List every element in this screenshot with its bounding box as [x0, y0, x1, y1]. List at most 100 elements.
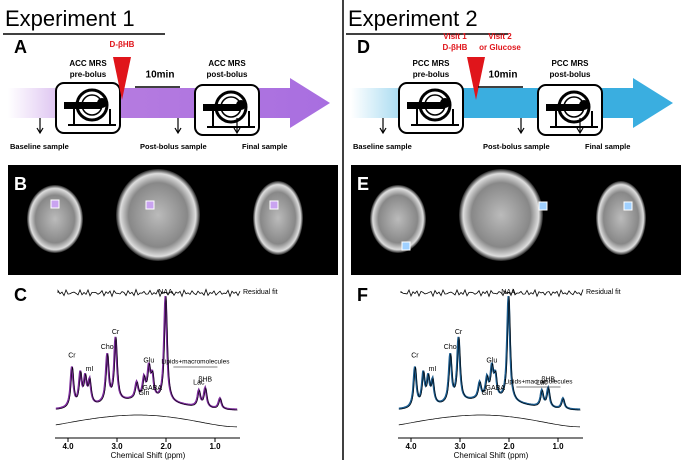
panel-label: F	[357, 285, 368, 305]
residual-trace	[57, 288, 241, 298]
spectrum-data	[399, 296, 581, 411]
peak-label: Glu	[143, 357, 154, 364]
x-axis-label: Chemical Shift (ppm)	[454, 451, 529, 460]
panel-label: C	[14, 285, 27, 305]
panel-label: B	[14, 174, 27, 194]
lipids-label: Lipids+macromolecules	[161, 359, 230, 366]
interval-label: 10min	[146, 70, 175, 81]
peak-label: Lac	[193, 379, 205, 386]
lipids-label: Lipids+macromolecules	[504, 379, 573, 386]
brain-image	[27, 185, 83, 253]
brain-image	[596, 181, 646, 255]
x-tick-label: 4.0	[62, 442, 74, 451]
x-tick-label: 1.0	[552, 442, 564, 451]
scanner-head	[440, 98, 450, 108]
brain-image	[459, 169, 543, 261]
sample-arrow	[517, 118, 525, 135]
residual-label: Residual fit	[243, 289, 278, 296]
panel-label: A	[14, 37, 27, 57]
peak-label: Cr	[455, 329, 463, 336]
scanner-head	[579, 100, 589, 110]
scan-label: pre-bolus	[70, 70, 107, 79]
voxel	[401, 241, 411, 251]
sample-arrow	[36, 118, 44, 135]
residual-label: Residual fit	[586, 289, 621, 296]
voxel	[50, 199, 60, 209]
peak-label: Cho	[444, 344, 457, 351]
scan-label: post-bolus	[207, 70, 248, 79]
scanner-stand	[207, 111, 255, 128]
sample-label: Baseline sample	[353, 142, 412, 151]
peak-label: βHB	[198, 376, 212, 383]
peak-label: Gln	[481, 390, 492, 397]
panel-label: D	[357, 37, 370, 57]
panel-label: E	[357, 174, 369, 194]
residual-trace	[400, 288, 584, 298]
voxel	[538, 201, 548, 211]
peak-label: GABA	[143, 385, 163, 392]
peak-label: GABA	[486, 385, 506, 392]
baseline	[398, 414, 581, 428]
peak-label: Glu	[486, 357, 497, 364]
bolus-label: Visit 2	[488, 32, 512, 41]
brain-image	[370, 185, 426, 253]
scan-label: pre-bolus	[413, 70, 450, 79]
bolus-marker	[113, 57, 131, 100]
voxel	[145, 200, 155, 210]
peak-label: NAA	[501, 289, 516, 296]
bolus-label: D-βHB	[110, 40, 135, 49]
sample-arrow	[379, 118, 387, 135]
sample-label: Baseline sample	[10, 142, 69, 151]
scan-label: PCC MRS	[552, 59, 590, 68]
peak-label: Lac	[536, 379, 548, 386]
spectrum-fit	[398, 296, 581, 411]
scanner-bed	[546, 104, 584, 111]
interval-label: 10min	[489, 70, 518, 81]
x-tick-label: 3.0	[111, 442, 123, 451]
peak-label: mI	[86, 366, 94, 373]
scan-label: post-bolus	[550, 70, 591, 79]
x-tick-label: 3.0	[454, 442, 466, 451]
sample-label: Post-bolus sample	[483, 142, 550, 151]
x-tick-label: 2.0	[160, 442, 172, 451]
experiment-title: Experiment 1	[5, 6, 135, 31]
scanner-bed	[203, 104, 241, 111]
scan-label: ACC MRS	[208, 59, 246, 68]
experiment-title: Experiment 2	[348, 6, 478, 31]
peak-label: βHB	[541, 376, 555, 383]
peak-label: Cr	[68, 353, 76, 360]
voxel	[623, 201, 633, 211]
peak-label: Cho	[101, 344, 114, 351]
peak-label: NAA	[158, 289, 173, 296]
brain-image	[116, 169, 200, 261]
bolus-label: Visit 1	[443, 32, 467, 41]
sample-arrow	[576, 118, 584, 135]
peak-label: Cr	[411, 353, 419, 360]
x-axis-label: Chemical Shift (ppm)	[111, 451, 186, 460]
sample-label: Final sample	[585, 142, 630, 151]
bolus-label: or Glucose	[479, 43, 521, 52]
scanner-head	[236, 100, 246, 110]
sample-arrow	[174, 118, 182, 135]
scanner-stand	[68, 109, 116, 126]
scanner-bed	[64, 102, 102, 109]
scanner-stand	[411, 109, 459, 126]
scanner-head	[97, 98, 107, 108]
x-tick-label: 1.0	[209, 442, 221, 451]
x-tick-label: 4.0	[405, 442, 417, 451]
voxel	[269, 200, 279, 210]
brain-image	[253, 181, 303, 255]
sample-label: Final sample	[242, 142, 287, 151]
baseline	[55, 414, 238, 428]
x-tick-label: 2.0	[503, 442, 515, 451]
scanner-stand	[550, 111, 598, 128]
scanner-bed	[407, 102, 445, 109]
peak-label: Gln	[138, 390, 149, 397]
scan-label: PCC MRS	[413, 59, 451, 68]
spectrum-fit	[55, 296, 238, 411]
scan-label: ACC MRS	[69, 59, 107, 68]
bolus-marker	[467, 57, 485, 100]
sample-label: Post-bolus sample	[140, 142, 207, 151]
sample-arrow	[233, 118, 241, 135]
